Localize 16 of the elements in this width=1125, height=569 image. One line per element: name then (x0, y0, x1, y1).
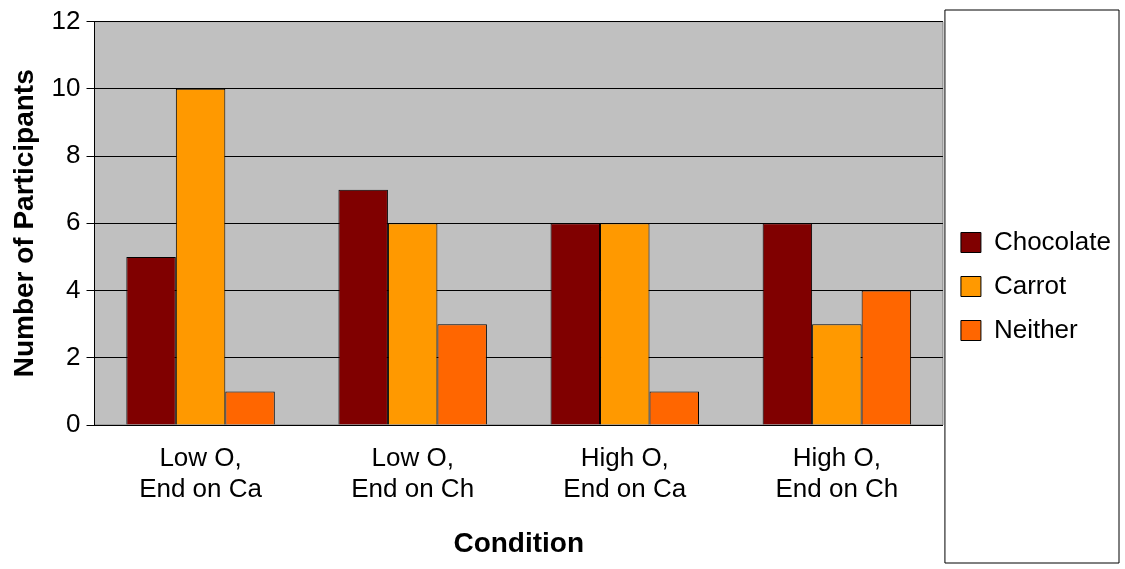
x-tick-label: High O, End on Ch (775, 441, 899, 503)
y-tick-label: 10 (51, 72, 81, 103)
x-tick-label: High O, End on Ca (563, 441, 687, 503)
y-tick-label: 6 (66, 206, 81, 237)
y-tick-label: 2 (66, 340, 81, 371)
legend-label: Neither (993, 313, 1079, 344)
y-tick-label: 4 (66, 273, 81, 304)
y-tick-label: 12 (51, 4, 81, 35)
y-axis-title: Number of Participants (7, 69, 39, 378)
legend-label: Carrot (993, 269, 1067, 300)
x-axis-title: Condition (453, 526, 585, 558)
x-tick-label: Low O, End on Ca (139, 441, 263, 503)
y-tick-label: 8 (66, 139, 81, 170)
x-tick-label: Low O, End on Ch (351, 441, 475, 503)
y-tick-label: 0 (66, 408, 81, 439)
legend-label: Chocolate (993, 225, 1111, 256)
